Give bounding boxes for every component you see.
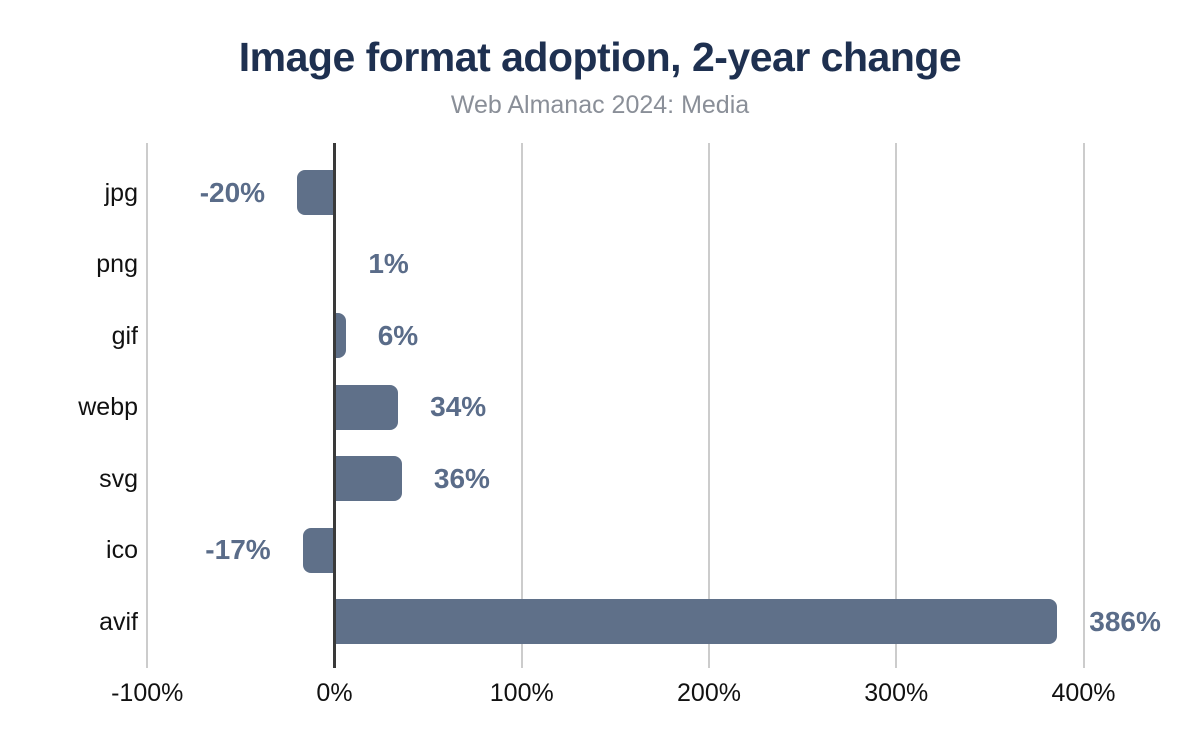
bar-webp (334, 384, 399, 430)
bar-jpg (297, 170, 335, 215)
x-tick-label-400%: 400% (1051, 679, 1116, 707)
value-label-webp: 34% (430, 391, 487, 422)
gridline--100% (146, 143, 149, 668)
value-label-ico: -17% (205, 534, 271, 565)
bar-svg (334, 456, 402, 501)
category-label-webp: webp (78, 393, 138, 421)
x-tick-label-300%: 300% (864, 679, 929, 707)
x-tick-label-0%: 0% (316, 679, 353, 707)
category-label-gif: gif (111, 321, 138, 350)
category-label-png: png (96, 250, 138, 278)
bar-avif (334, 599, 1058, 644)
chart-title: Image format adoption, 2-year change (238, 34, 962, 80)
gridline-200% (708, 143, 710, 668)
bar-gif (334, 313, 346, 358)
x-tick-label-100%: 100% (489, 679, 554, 707)
x-tick-label--100%: -100% (111, 679, 184, 707)
gridline-400% (1082, 143, 1085, 668)
value-label-jpg: -20% (199, 176, 266, 208)
gridline-300% (895, 143, 898, 668)
gridline-100% (520, 143, 523, 668)
category-label-ico: ico (106, 536, 138, 564)
value-label-gif: 6% (377, 319, 419, 351)
bar-ico (302, 527, 335, 573)
value-label-svg: 36% (433, 462, 490, 494)
category-label-svg: svg (99, 464, 138, 493)
value-label-avif: 386% (1089, 605, 1161, 637)
chart-subtitle: Web Almanac 2024: Media (450, 91, 750, 119)
value-label-png: 1% (368, 248, 409, 279)
x-axis-zero-line (333, 143, 336, 668)
category-label-avif: avif (99, 607, 138, 636)
category-label-jpg: jpg (104, 178, 138, 207)
x-tick-label-200%: 200% (677, 679, 741, 707)
